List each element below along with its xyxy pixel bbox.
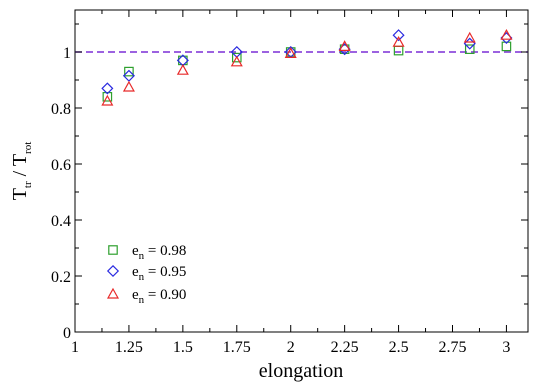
data-point-triangle <box>392 35 405 47</box>
x-tick-label: 1.25 <box>115 339 143 356</box>
data-point-square <box>231 52 242 63</box>
data-point-triangle <box>101 94 114 106</box>
data-point-triangle <box>338 40 351 52</box>
legend: en = 0.98 en = 0.95 en = 0.90 <box>106 243 186 306</box>
x-tick-label: 3 <box>502 339 510 356</box>
axis-ticks <box>74 10 528 333</box>
legend-marker-square <box>108 245 118 255</box>
data-markers <box>101 28 513 106</box>
data-point-diamond <box>101 82 114 95</box>
tick-labels: 1 1.25 1.5 1.75 2 2.25 2.5 2.75 3 0 0.2 0.4 0.6 0.8 1 <box>51 45 510 356</box>
y-tick-label: 0.8 <box>51 101 71 118</box>
data-point-square <box>464 44 475 54</box>
legend-item-2: en = 0.90 <box>106 287 186 306</box>
data-point-triangle <box>176 63 189 75</box>
y-tick-label: 1 <box>63 45 71 62</box>
legend-marker-diamond <box>106 264 120 278</box>
legend-label: en = 0.90 <box>132 287 186 306</box>
plot-frame <box>74 9 529 333</box>
x-tick-label: 2 <box>287 339 295 356</box>
y-tick-label: 0.6 <box>51 157 71 174</box>
y-tick-label: 0.4 <box>51 213 71 230</box>
legend-symbol-square <box>108 245 118 255</box>
legend-label: en = 0.95 <box>132 264 186 283</box>
series-diamond <box>101 29 513 95</box>
data-point-triangle <box>122 80 135 92</box>
x-tick-label: 2.25 <box>331 339 359 356</box>
y-axis-title: Ttr / Trot <box>9 142 34 201</box>
legend-marker-triangle <box>106 287 120 299</box>
legend-item-0: en = 0.98 <box>108 243 186 262</box>
series-triangle <box>101 28 513 106</box>
data-point-triangle <box>500 28 513 40</box>
x-tick-label: 1.5 <box>173 339 193 356</box>
series-square <box>102 41 512 102</box>
y-tick-label: 0.2 <box>51 269 71 286</box>
data-point-square <box>393 45 404 56</box>
data-point-square <box>501 41 512 52</box>
x-tick-label: 1 <box>71 339 79 356</box>
legend-symbol-diamond <box>106 264 120 278</box>
x-tick-label: 2.5 <box>389 339 409 356</box>
data-point-triangle <box>230 55 243 67</box>
legend-label: en = 0.98 <box>132 243 186 262</box>
data-point-square <box>124 66 134 77</box>
legend-item-1: en = 0.95 <box>106 264 186 283</box>
x-axis-title: elongation <box>259 360 343 382</box>
legend-symbol-triangle <box>106 287 120 299</box>
data-point-triangle <box>463 31 476 43</box>
x-tick-label: 1.75 <box>223 339 251 356</box>
data-point-square <box>102 91 113 102</box>
x-tick-label: 2.75 <box>439 339 467 356</box>
data-point-triangle <box>284 47 297 59</box>
data-point-diamond <box>392 29 405 42</box>
y-tick-label: 0 <box>63 325 71 342</box>
